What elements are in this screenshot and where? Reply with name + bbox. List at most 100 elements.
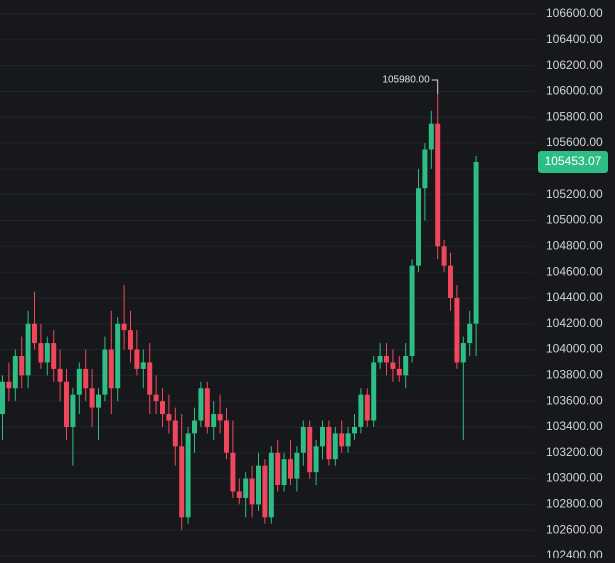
candle-body (230, 452, 236, 492)
y-tick-label: 102400.00 (546, 548, 603, 558)
candle-body (256, 465, 261, 505)
candle-body (320, 426, 325, 447)
candle-body (192, 420, 197, 434)
candle-body (128, 330, 133, 350)
candle-body (473, 162, 479, 324)
y-tick-label: 103000.00 (546, 471, 603, 485)
max-price-label: 105980.00 (382, 75, 430, 86)
candle-body (384, 355, 389, 363)
candle-body (121, 323, 127, 331)
candle-body (358, 394, 364, 427)
y-tick-label: 104400.00 (546, 290, 603, 304)
candle-body (243, 478, 249, 498)
candle-body (185, 433, 191, 518)
candle-body (428, 123, 434, 150)
candle-body (377, 355, 383, 363)
candle-body (224, 420, 229, 453)
candle-body (416, 188, 421, 266)
y-tick-label: 106000.00 (546, 84, 603, 98)
candle-body (236, 491, 242, 498)
candle-body (70, 394, 76, 427)
candle-body (339, 433, 345, 447)
candle-body (134, 349, 140, 369)
candle-body (454, 297, 460, 363)
candle-body (96, 394, 101, 408)
candle-body (409, 265, 415, 356)
y-tick-label: 105800.00 (546, 109, 603, 123)
y-tick-label: 103600.00 (546, 393, 603, 407)
candle-body (364, 394, 370, 421)
candle-body (345, 433, 351, 447)
candle-body (313, 446, 319, 473)
candle-body (448, 265, 453, 298)
candle-body (390, 362, 396, 369)
candle-body (204, 388, 210, 427)
candle-body (51, 343, 57, 369)
y-tick-label: 104200.00 (546, 316, 603, 330)
last-price-tag (538, 151, 608, 174)
y-tick-label: 103400.00 (546, 419, 603, 433)
candle-body (166, 414, 172, 421)
candle-body (108, 349, 114, 389)
candle-body (115, 323, 121, 389)
y-tick-label: 105000.00 (546, 213, 603, 227)
y-tick-label: 106200.00 (546, 58, 603, 72)
candle-body (102, 349, 108, 395)
candle-body (172, 420, 178, 447)
candle-body (6, 381, 12, 389)
y-tick-label: 103800.00 (546, 368, 603, 382)
y-tick-label: 102800.00 (546, 497, 603, 511)
candle-body (352, 426, 357, 434)
candle-body (0, 381, 5, 415)
candle-body (83, 368, 89, 389)
candle-body (12, 355, 18, 389)
y-tick-label: 105200.00 (546, 187, 603, 201)
candle-body (422, 149, 428, 189)
candle-body (467, 323, 473, 344)
candle-body (294, 452, 300, 479)
candle-body (57, 368, 63, 382)
candle-body (326, 426, 332, 460)
y-tick-label: 104800.00 (546, 238, 603, 252)
candle-body (179, 446, 185, 518)
candle-body (19, 355, 25, 376)
candle-body (38, 343, 44, 363)
candle-body (64, 381, 69, 427)
candle-body (396, 368, 402, 376)
y-tick-label: 105600.00 (546, 135, 603, 149)
candle-body (140, 362, 146, 369)
candle-body (435, 123, 441, 247)
candle-body (217, 414, 223, 421)
candle-body (76, 368, 82, 395)
candle-body (44, 343, 50, 363)
candle-body (288, 459, 293, 479)
candle-body (281, 459, 287, 486)
candle-body (25, 323, 31, 376)
y-tick-label: 103200.00 (546, 445, 603, 459)
candle-body (32, 323, 37, 344)
candle-body (307, 426, 313, 473)
candle-body (275, 452, 281, 486)
candle-body (332, 433, 338, 460)
candle-body (198, 388, 204, 421)
candle-body (249, 478, 255, 505)
y-tick-label: 102600.00 (546, 522, 603, 536)
candle-body (153, 394, 159, 402)
candle-body (147, 362, 153, 395)
y-tick-label: 104600.00 (546, 264, 603, 278)
candle-body (460, 343, 466, 363)
y-tick-label: 106600.00 (546, 6, 603, 20)
y-tick-label: 104000.00 (546, 342, 603, 356)
candle-body (371, 362, 377, 421)
candle-body (211, 414, 217, 427)
last-price-label: 105453.07 (545, 154, 602, 168)
candle-body (441, 246, 447, 266)
candle-body (403, 355, 409, 376)
max-price-leader (431, 79, 439, 95)
candle-body (89, 388, 95, 408)
candle-body (268, 452, 274, 518)
candle-body (160, 401, 165, 415)
candle-body (300, 426, 306, 453)
y-tick-label: 106400.00 (546, 32, 603, 46)
